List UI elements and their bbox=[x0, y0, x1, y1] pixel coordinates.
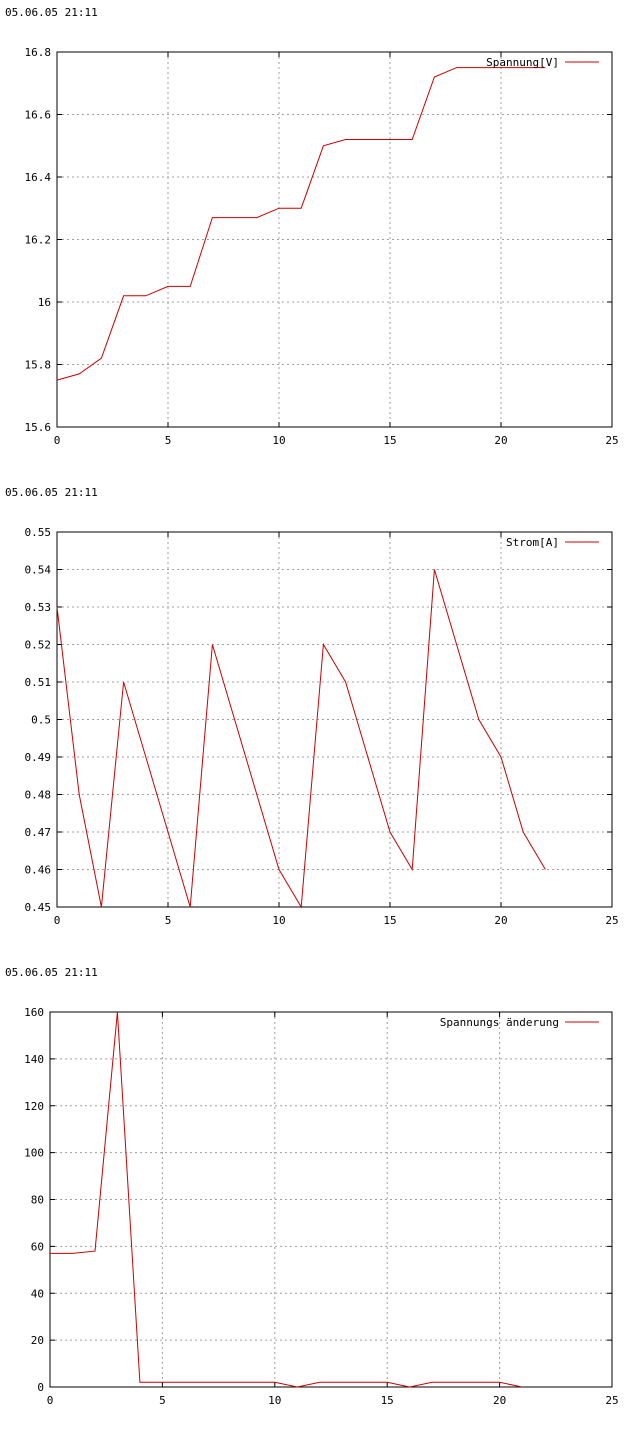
y-tick-label: 16.2 bbox=[25, 234, 52, 247]
legend-label: Spannungs änderung bbox=[440, 1016, 559, 1029]
x-tick-label: 10 bbox=[272, 434, 285, 447]
y-tick-label: 120 bbox=[24, 1100, 44, 1113]
y-tick-label: 80 bbox=[31, 1194, 44, 1207]
y-tick-label: 0.51 bbox=[25, 676, 52, 689]
x-tick-label: 25 bbox=[605, 1394, 618, 1407]
y-tick-label: 0 bbox=[37, 1381, 44, 1394]
y-tick-label: 0.54 bbox=[25, 564, 52, 577]
x-tick-label: 15 bbox=[383, 434, 396, 447]
y-tick-label: 0.45 bbox=[25, 901, 52, 914]
y-tick-label: 16.8 bbox=[25, 46, 52, 59]
y-tick-label: 60 bbox=[31, 1240, 44, 1253]
x-tick-label: 25 bbox=[605, 914, 618, 927]
y-tick-label: 140 bbox=[24, 1053, 44, 1066]
x-tick-label: 0 bbox=[47, 1394, 54, 1407]
chart-timestamp: 05.06.05 21:11 bbox=[5, 6, 98, 19]
y-tick-label: 0.49 bbox=[25, 751, 52, 764]
y-tick-label: 15.6 bbox=[25, 421, 52, 434]
series-line bbox=[50, 1011, 523, 1388]
chart-timestamp: 05.06.05 21:11 bbox=[5, 486, 98, 499]
legend-label: Spannung[V] bbox=[486, 56, 559, 69]
y-tick-label: 0.5 bbox=[31, 714, 51, 727]
series-line bbox=[56, 67, 546, 381]
y-tick-label: 160 bbox=[24, 1006, 44, 1019]
x-tick-label: 5 bbox=[165, 434, 172, 447]
x-tick-label: 15 bbox=[383, 914, 396, 927]
y-tick-label: 20 bbox=[31, 1334, 44, 1347]
x-tick-label: 20 bbox=[493, 1394, 506, 1407]
y-tick-label: 0.55 bbox=[25, 526, 52, 539]
x-tick-label: 5 bbox=[165, 914, 172, 927]
chart-timestamp: 05.06.05 21:11 bbox=[5, 966, 98, 979]
x-tick-label: 10 bbox=[272, 914, 285, 927]
x-tick-label: 5 bbox=[159, 1394, 166, 1407]
y-tick-label: 0.52 bbox=[25, 639, 52, 652]
y-tick-label: 16 bbox=[38, 296, 51, 309]
plot-frame bbox=[56, 51, 613, 428]
y-tick-label: 15.8 bbox=[25, 359, 52, 372]
x-tick-label: 0 bbox=[54, 914, 61, 927]
plot-frame bbox=[56, 531, 613, 908]
x-tick-label: 15 bbox=[381, 1394, 394, 1407]
series-line bbox=[56, 569, 546, 909]
legend-label: Strom[A] bbox=[506, 536, 559, 549]
y-tick-label: 16.4 bbox=[25, 171, 52, 184]
x-tick-label: 0 bbox=[54, 434, 61, 447]
x-tick-label: 20 bbox=[494, 914, 507, 927]
y-tick-label: 0.46 bbox=[25, 864, 52, 877]
y-tick-label: 16.6 bbox=[25, 109, 52, 122]
x-tick-label: 10 bbox=[268, 1394, 281, 1407]
y-tick-label: 0.48 bbox=[25, 789, 52, 802]
y-tick-label: 40 bbox=[31, 1287, 44, 1300]
x-tick-label: 25 bbox=[605, 434, 618, 447]
y-tick-label: 0.47 bbox=[25, 826, 52, 839]
plot-frame bbox=[49, 1011, 613, 1388]
x-tick-label: 20 bbox=[494, 434, 507, 447]
y-tick-label: 100 bbox=[24, 1147, 44, 1160]
y-tick-label: 0.53 bbox=[25, 601, 52, 614]
